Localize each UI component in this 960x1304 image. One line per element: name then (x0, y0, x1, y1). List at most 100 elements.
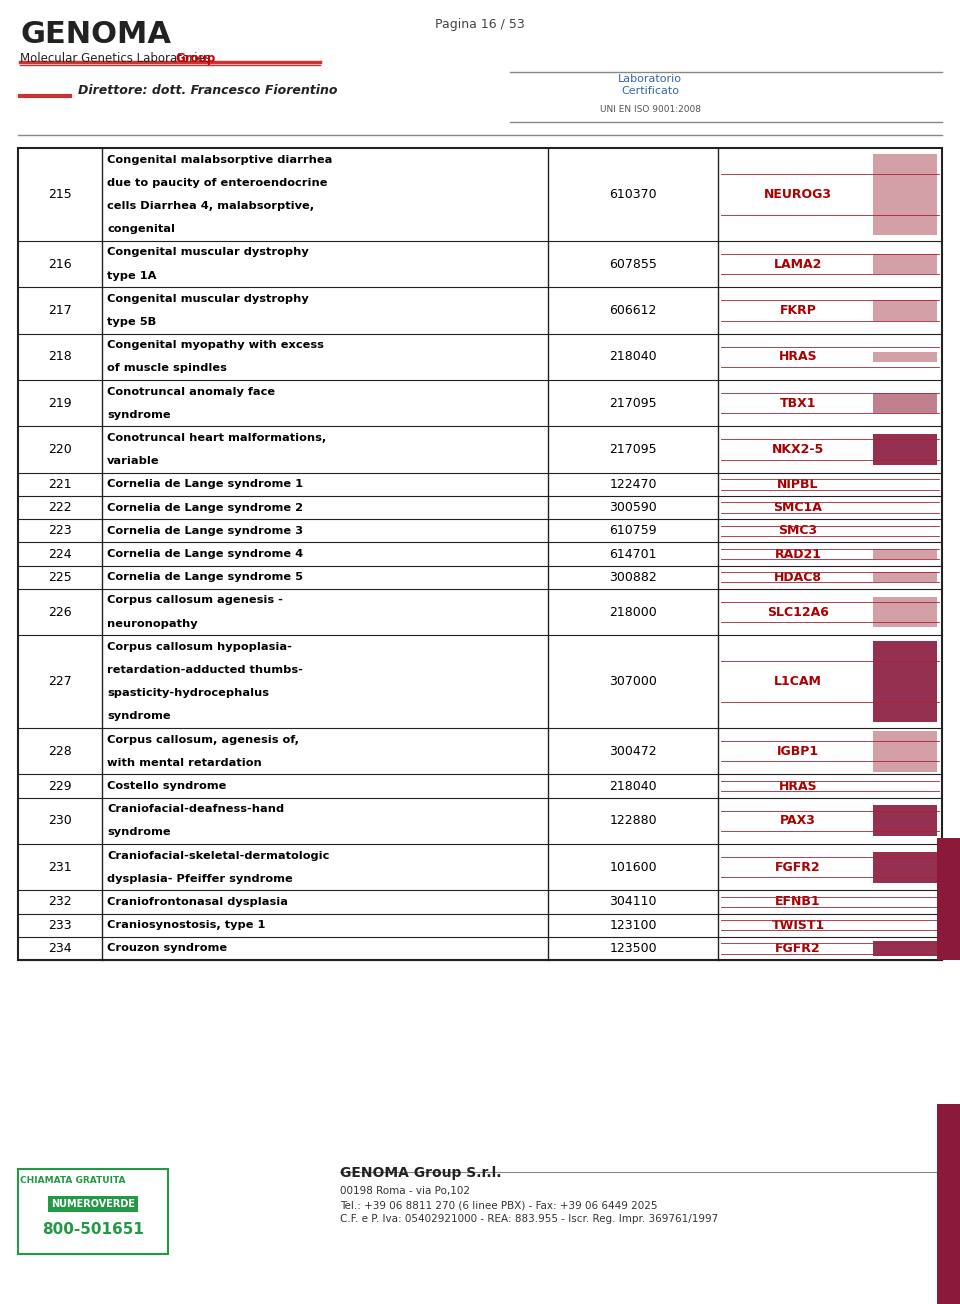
Bar (937, 1104, 960, 1304)
Text: 217095: 217095 (610, 443, 657, 456)
Text: 225: 225 (48, 571, 72, 584)
Text: Pagina 16 / 53: Pagina 16 / 53 (435, 18, 525, 31)
Text: SLC12A6: SLC12A6 (767, 605, 828, 618)
Text: syndrome: syndrome (107, 828, 171, 837)
Text: 223: 223 (48, 524, 72, 537)
Text: syndrome: syndrome (107, 712, 171, 721)
Text: FGFR2: FGFR2 (775, 941, 821, 955)
Text: 123100: 123100 (610, 919, 657, 931)
Bar (873, 806, 937, 836)
Bar (873, 300, 937, 321)
Text: FKRP: FKRP (780, 304, 816, 317)
Text: neuronopathy: neuronopathy (107, 618, 198, 629)
Text: 216: 216 (48, 257, 72, 270)
Text: Group: Group (175, 52, 215, 65)
Text: EFNB1: EFNB1 (775, 896, 821, 909)
Text: 221: 221 (48, 477, 72, 490)
Text: 610759: 610759 (610, 524, 657, 537)
Text: due to paucity of enteroendocrine: due to paucity of enteroendocrine (107, 177, 327, 188)
Bar (873, 572, 937, 583)
Text: Laboratorio
Certificato: Laboratorio Certificato (618, 74, 682, 95)
Text: 606612: 606612 (610, 304, 657, 317)
Text: SMC1A: SMC1A (774, 501, 823, 514)
Text: IGBP1: IGBP1 (777, 745, 819, 758)
Text: 218040: 218040 (610, 780, 657, 793)
Text: HDAC8: HDAC8 (774, 571, 822, 584)
Bar (18, 1168, 168, 1254)
Text: 230: 230 (48, 814, 72, 827)
Text: C.F. e P. Iva: 05402921000 - REA: 883.955 - Iscr. Reg. Impr. 369761/1997: C.F. e P. Iva: 05402921000 - REA: 883.95… (340, 1214, 718, 1224)
Text: L1CAM: L1CAM (774, 675, 822, 689)
Text: Cornelia de Lange syndrome 3: Cornelia de Lange syndrome 3 (107, 526, 303, 536)
Bar (873, 852, 937, 883)
Bar (873, 393, 937, 413)
Text: Craniofacial-skeletal-dermatologic: Craniofacial-skeletal-dermatologic (107, 850, 329, 861)
Text: 231: 231 (48, 861, 72, 874)
Text: Craniofacial-deafness-hand: Craniofacial-deafness-hand (107, 805, 284, 814)
Text: 304110: 304110 (610, 896, 657, 909)
Text: 300590: 300590 (610, 501, 657, 514)
Text: variable: variable (107, 456, 159, 467)
Text: Crouzon syndrome: Crouzon syndrome (107, 943, 228, 953)
Text: 224: 224 (48, 548, 72, 561)
Text: type 1A: type 1A (107, 271, 156, 280)
Bar (937, 838, 960, 960)
Text: 00198 Roma - via Po,102: 00198 Roma - via Po,102 (340, 1187, 470, 1196)
Text: congenital: congenital (107, 224, 175, 235)
Text: 219: 219 (48, 396, 72, 409)
Text: 300472: 300472 (610, 745, 657, 758)
Bar (873, 640, 937, 722)
Text: TBX1: TBX1 (780, 396, 816, 409)
Text: Cornelia de Lange syndrome 4: Cornelia de Lange syndrome 4 (107, 549, 303, 559)
Text: 218: 218 (48, 351, 72, 364)
Bar (873, 549, 937, 559)
Text: Costello syndrome: Costello syndrome (107, 781, 227, 792)
Text: 222: 222 (48, 501, 72, 514)
Text: 220: 220 (48, 443, 72, 456)
Text: 234: 234 (48, 941, 72, 955)
Text: 610370: 610370 (610, 188, 657, 201)
Text: PAX3: PAX3 (780, 814, 816, 827)
Text: NIPBL: NIPBL (778, 477, 819, 490)
Text: Direttore: dott. Francesco Fiorentino: Direttore: dott. Francesco Fiorentino (78, 83, 338, 96)
Text: 232: 232 (48, 896, 72, 909)
Text: 229: 229 (48, 780, 72, 793)
Text: Tel.: +39 06 8811 270 (6 linee PBX) - Fax: +39 06 6449 2025: Tel.: +39 06 8811 270 (6 linee PBX) - Fa… (340, 1200, 658, 1210)
Text: TWIST1: TWIST1 (772, 919, 825, 931)
Text: NKX2-5: NKX2-5 (772, 443, 824, 456)
Text: 307000: 307000 (609, 675, 657, 689)
Text: UNI EN ISO 9001:2008: UNI EN ISO 9001:2008 (599, 106, 701, 115)
Bar (873, 434, 937, 466)
Text: Congenital muscular dystrophy: Congenital muscular dystrophy (107, 293, 309, 304)
Text: Corpus callosum hypoplasia-: Corpus callosum hypoplasia- (107, 642, 292, 652)
Text: Craniofrontonasal dysplasia: Craniofrontonasal dysplasia (107, 897, 288, 908)
Bar (873, 154, 937, 235)
Text: 226: 226 (48, 605, 72, 618)
Text: 233: 233 (48, 919, 72, 931)
Text: Conotruncal anomaly face: Conotruncal anomaly face (107, 386, 276, 396)
Bar (873, 597, 937, 627)
Text: 217: 217 (48, 304, 72, 317)
Text: 800-501651: 800-501651 (42, 1222, 144, 1237)
Text: RAD21: RAD21 (775, 548, 822, 561)
Text: with mental retardation: with mental retardation (107, 758, 262, 768)
Text: of muscle spindles: of muscle spindles (107, 364, 227, 373)
Text: Cornelia de Lange syndrome 1: Cornelia de Lange syndrome 1 (107, 480, 303, 489)
Text: NEUROG3: NEUROG3 (764, 188, 832, 201)
Text: 123500: 123500 (610, 941, 657, 955)
Bar (873, 940, 937, 956)
Text: 614701: 614701 (610, 548, 657, 561)
Text: 218000: 218000 (610, 605, 657, 618)
Text: GENOMA: GENOMA (20, 20, 171, 50)
Text: Molecular Genetics Laboratories: Molecular Genetics Laboratories (20, 52, 211, 65)
Bar (873, 254, 937, 274)
Text: HRAS: HRAS (779, 780, 817, 793)
Bar (18, 147, 942, 960)
Text: 122880: 122880 (610, 814, 657, 827)
Text: GENOMA Group S.r.l.: GENOMA Group S.r.l. (340, 1166, 501, 1180)
Text: Congenital muscular dystrophy: Congenital muscular dystrophy (107, 248, 309, 257)
Text: 217095: 217095 (610, 396, 657, 409)
Text: Corpus callosum, agenesis of,: Corpus callosum, agenesis of, (107, 734, 299, 745)
Text: Congenital malabsorptive diarrhea: Congenital malabsorptive diarrhea (107, 155, 332, 164)
Text: Craniosynostosis, type 1: Craniosynostosis, type 1 (107, 921, 265, 930)
